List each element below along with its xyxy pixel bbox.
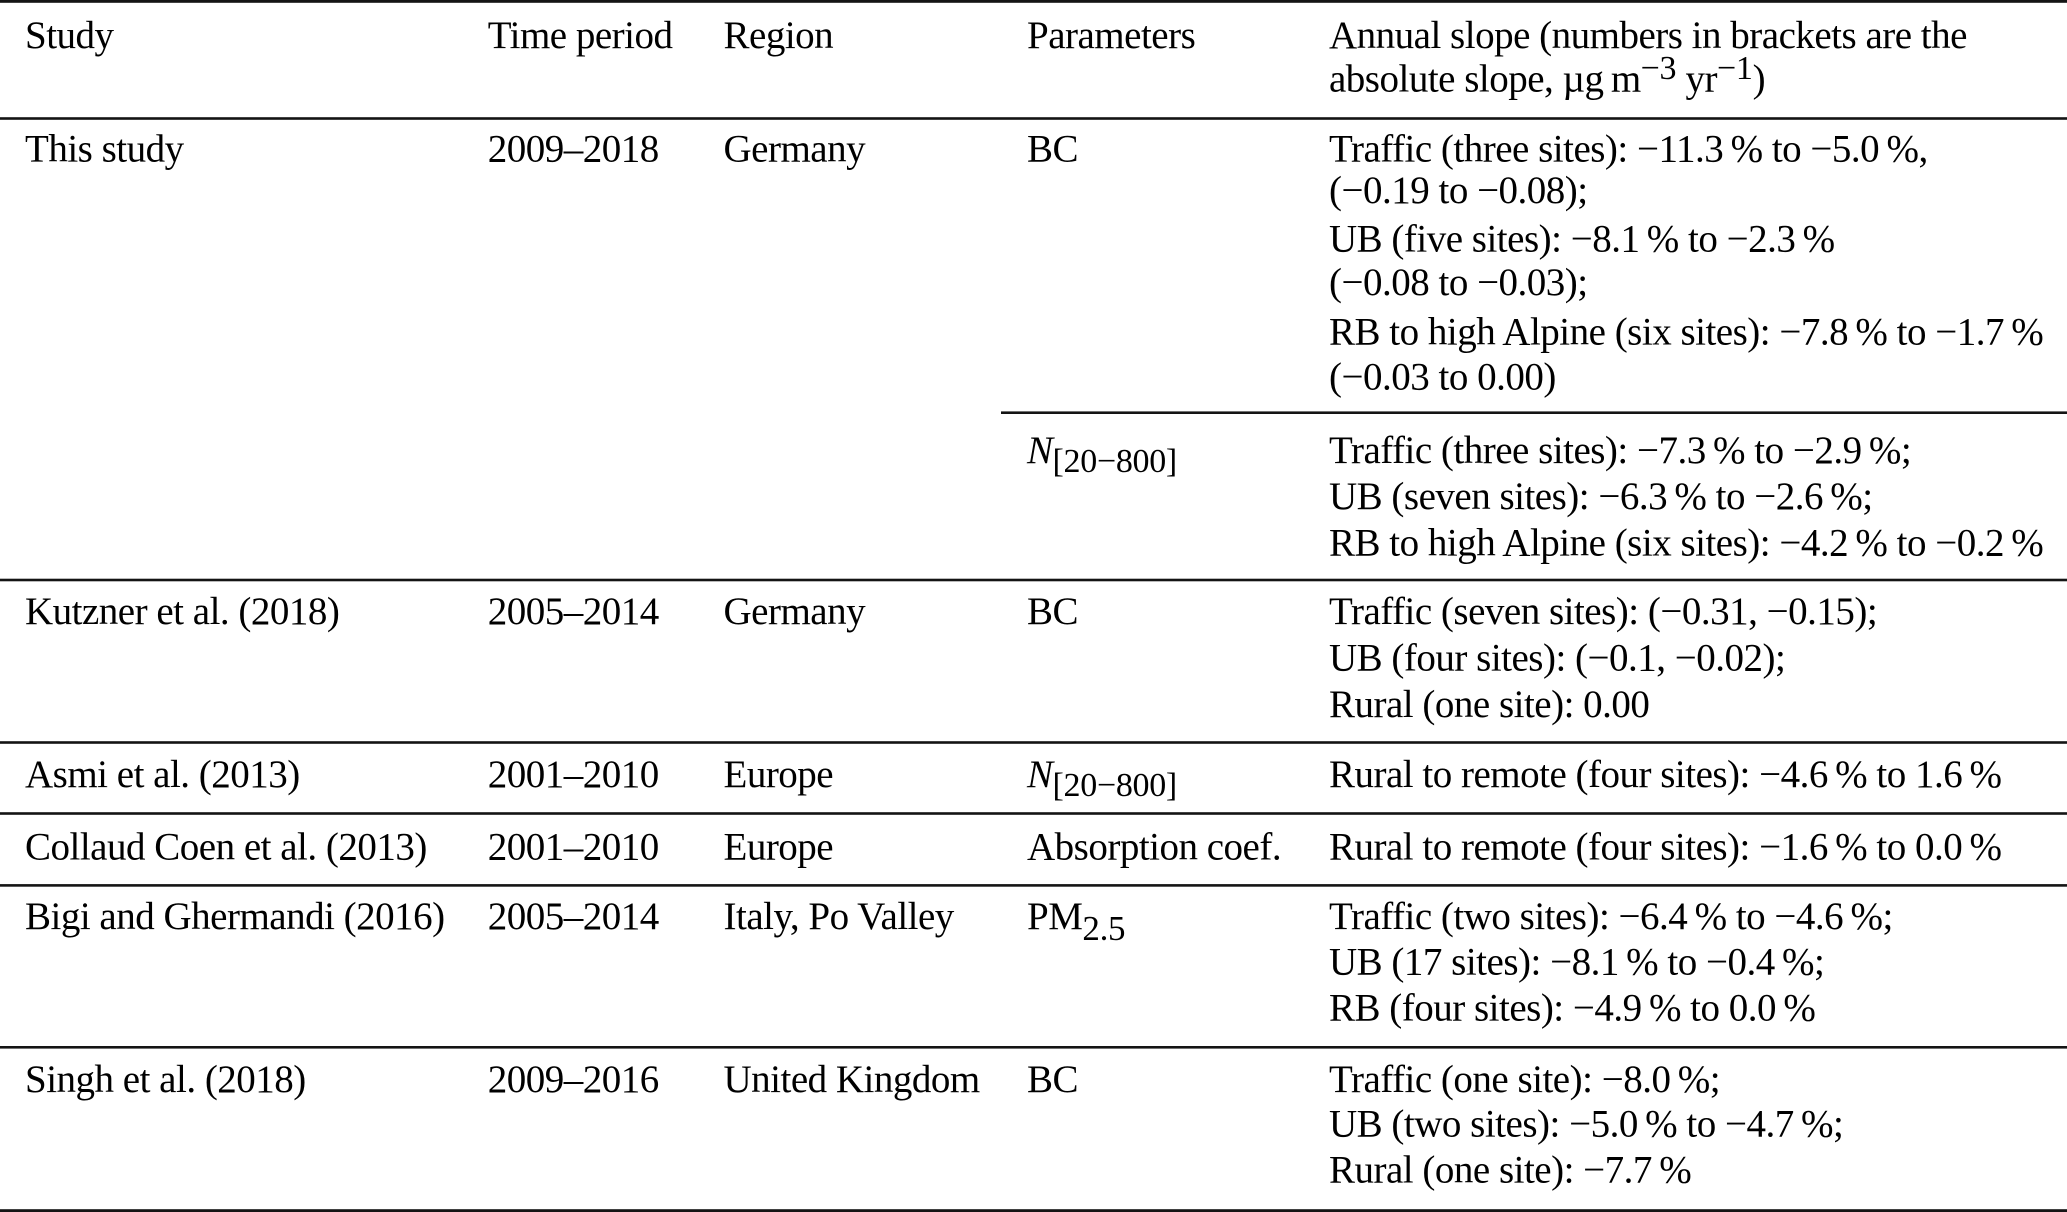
svg-text:Rural to remote (four sites):: Rural to remote (four sites): −4.6 % to …	[1329, 753, 2002, 796]
svg-text:Collaud Coen et al. (2013): Collaud Coen et al. (2013)	[25, 826, 427, 869]
svg-text:UB (seven sites): −6.3 % to −2: UB (seven sites): −6.3 % to −2.6 %;	[1329, 475, 1873, 518]
svg-text:Singh et al. (2018): Singh et al. (2018)	[25, 1058, 306, 1101]
svg-text:Parameters: Parameters	[1027, 14, 1195, 57]
svg-text:Study: Study	[25, 14, 115, 57]
svg-text:Time period: Time period	[488, 14, 674, 57]
svg-text:Rural (one site): 0.00: Rural (one site): 0.00	[1329, 683, 1649, 726]
svg-text:RB to high Alpine (six sites):: RB to high Alpine (six sites): −7.8 % to…	[1329, 311, 2043, 354]
svg-text:Asmi et al. (2013): Asmi et al. (2013)	[25, 753, 300, 796]
svg-text:N[20−800]: N[20−800]	[1026, 429, 1177, 480]
svg-text:2005–2014: 2005–2014	[488, 895, 659, 938]
svg-text:Europe: Europe	[724, 826, 834, 869]
svg-text:(−0.08 to −0.03);: (−0.08 to −0.03);	[1329, 261, 1588, 304]
svg-text:absolute slope, µg m−3 yr−1): absolute slope, µg m−3 yr−1)	[1329, 50, 1765, 100]
svg-text:Italy, Po Valley: Italy, Po Valley	[724, 895, 955, 938]
svg-text:Germany: Germany	[724, 590, 867, 633]
svg-text:BC: BC	[1027, 1058, 1078, 1101]
svg-text:2001–2010: 2001–2010	[488, 826, 659, 869]
svg-text:United Kingdom: United Kingdom	[724, 1058, 980, 1101]
svg-text:Rural to remote (four sites):: Rural to remote (four sites): −1.6 % to …	[1329, 826, 2002, 869]
svg-text:Bigi and Ghermandi (2016): Bigi and Ghermandi (2016)	[25, 895, 445, 938]
svg-text:Traffic (two sites): −6.4 % to: Traffic (two sites): −6.4 % to −4.6 %;	[1329, 895, 1893, 938]
svg-text:Annual slope (numbers in brack: Annual slope (numbers in brackets are th…	[1329, 14, 1967, 57]
svg-text:UB (two sites): −5.0 % to −4.7: UB (two sites): −5.0 % to −4.7 %;	[1329, 1103, 1843, 1146]
svg-text:Absorption coef.: Absorption coef.	[1027, 826, 1281, 869]
svg-text:BC: BC	[1027, 590, 1078, 633]
svg-text:Region: Region	[724, 14, 834, 57]
svg-text:Traffic (three sites): −7.3 %: Traffic (three sites): −7.3 % to −2.9 %;	[1329, 429, 1911, 472]
svg-text:(−0.19 to −0.08);: (−0.19 to −0.08);	[1329, 169, 1588, 212]
svg-text:2009–2016: 2009–2016	[488, 1058, 659, 1101]
svg-text:This study: This study	[25, 128, 185, 171]
svg-text:UB (four sites): (−0.1, −0.02): UB (four sites): (−0.1, −0.02);	[1329, 637, 1785, 680]
svg-text:UB (17 sites): −8.1 % to −0.4: UB (17 sites): −8.1 % to −0.4 %;	[1329, 941, 1824, 984]
svg-text:Germany: Germany	[724, 128, 867, 171]
svg-text:Europe: Europe	[724, 753, 834, 796]
svg-text:2005–2014: 2005–2014	[488, 590, 659, 633]
svg-text:Traffic (three sites): −11.3 %: Traffic (three sites): −11.3 % to −5.0 %…	[1329, 128, 1928, 171]
svg-text:Traffic (seven sites): (−0.31,: Traffic (seven sites): (−0.31, −0.15);	[1329, 590, 1877, 633]
svg-text:2009–2018: 2009–2018	[488, 128, 659, 171]
svg-text:Rural (one site): −7.7 %: Rural (one site): −7.7 %	[1329, 1149, 1691, 1192]
svg-text:(−0.03 to 0.00): (−0.03 to 0.00)	[1329, 356, 1556, 399]
svg-text:UB (five sites): −8.1 % to −2.: UB (five sites): −8.1 % to −2.3 %	[1329, 218, 1835, 261]
svg-text:N[20−800]: N[20−800]	[1026, 753, 1177, 804]
svg-text:RB to high Alpine (six sites):: RB to high Alpine (six sites): −4.2 % to…	[1329, 522, 2043, 565]
svg-text:Traffic (one site): −8.0 %;: Traffic (one site): −8.0 %;	[1329, 1058, 1720, 1101]
svg-text:2001–2010: 2001–2010	[488, 753, 659, 796]
svg-text:Kutzner et al. (2018): Kutzner et al. (2018)	[25, 590, 339, 633]
svg-text:BC: BC	[1027, 128, 1078, 171]
svg-text:RB (four sites): −4.9 % to 0.0: RB (four sites): −4.9 % to 0.0 %	[1329, 987, 1815, 1030]
